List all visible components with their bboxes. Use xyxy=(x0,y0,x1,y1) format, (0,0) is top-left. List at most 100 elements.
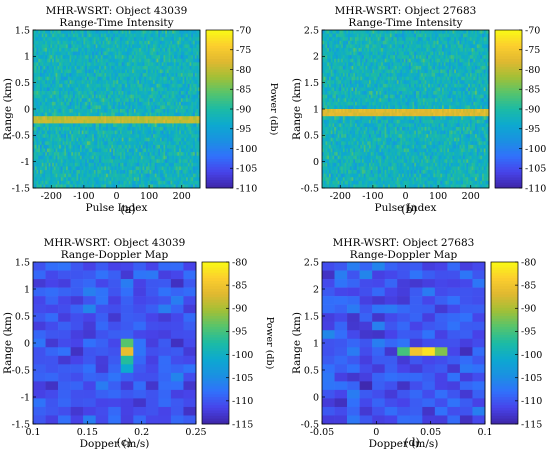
heatmap-cell xyxy=(328,109,332,113)
heatmap-cell xyxy=(121,126,124,131)
heatmap-cell xyxy=(151,33,154,38)
heatmap-cell xyxy=(60,144,63,149)
heatmap-cell xyxy=(328,91,332,96)
heatmap-cell xyxy=(135,126,138,131)
colorbar-segment xyxy=(206,98,233,102)
heatmap-cell xyxy=(173,159,177,164)
heatmap-cell xyxy=(180,162,183,167)
heatmap-cell xyxy=(161,173,164,178)
heatmap-cell xyxy=(196,152,199,157)
heatmap-cell xyxy=(332,144,335,149)
heatmap-cell xyxy=(128,62,131,67)
heatmap-cell xyxy=(196,123,199,128)
heatmap-cell xyxy=(107,44,110,49)
heatmap-cell xyxy=(34,55,37,60)
heatmap-cell xyxy=(41,51,44,56)
heatmap-cell xyxy=(344,98,347,103)
heatmap-cell xyxy=(36,65,39,70)
heatmap-cell xyxy=(71,109,74,113)
heatmap-cell xyxy=(330,73,333,78)
heatmap-cell xyxy=(41,87,44,92)
heatmap-cell xyxy=(48,130,51,135)
heatmap-cell xyxy=(85,144,88,149)
heatmap-cell xyxy=(135,148,138,153)
x-axis-label: Pulse Index xyxy=(86,202,148,214)
heatmap-cell xyxy=(50,148,53,153)
heatmap-cell xyxy=(90,101,93,106)
heatmap-cell xyxy=(180,137,183,142)
heatmap-cell xyxy=(86,109,90,113)
heatmap-cell xyxy=(330,65,333,70)
heatmap-cell xyxy=(158,123,161,128)
heatmap-cell xyxy=(66,119,69,124)
heatmap-cell xyxy=(193,105,196,110)
heatmap-cell xyxy=(88,130,91,135)
heatmap-cell xyxy=(182,126,185,131)
heatmap-cell xyxy=(59,37,62,42)
heatmap-cell xyxy=(346,134,349,139)
heatmap-cell xyxy=(180,123,183,128)
heatmap-cell xyxy=(50,155,53,160)
heatmap-cell xyxy=(168,116,171,121)
heatmap-cell xyxy=(149,119,152,124)
heatmap-cell xyxy=(158,137,161,142)
heatmap-cell xyxy=(119,137,123,142)
heatmap-cell xyxy=(79,159,83,164)
heatmap-cell xyxy=(69,30,72,34)
heatmap-cell xyxy=(330,159,333,164)
heatmap-cell xyxy=(93,69,97,74)
heatmap-cell xyxy=(198,80,201,85)
heatmap-cell xyxy=(149,112,152,117)
heatmap-cell xyxy=(90,112,93,117)
heatmap-cell xyxy=(135,94,138,99)
heatmap-cell xyxy=(170,83,173,88)
heatmap-cell xyxy=(163,116,166,121)
heatmap-cell xyxy=(186,162,189,167)
heatmap-cell xyxy=(36,166,39,171)
heatmap-cell xyxy=(151,65,154,70)
heatmap-cell xyxy=(335,162,339,167)
heatmap-cell xyxy=(186,58,189,63)
heatmap-cell xyxy=(85,51,88,56)
heatmap-cell xyxy=(111,166,114,171)
heatmap-cell xyxy=(173,73,177,78)
heatmap-cell xyxy=(198,148,201,153)
heatmap-cell xyxy=(55,98,58,103)
heatmap-cell xyxy=(173,105,177,110)
heatmap-cell xyxy=(92,152,95,157)
heatmap-cell xyxy=(88,123,91,128)
heatmap-cell xyxy=(81,134,84,139)
heatmap-cell xyxy=(128,130,131,135)
heatmap-cell xyxy=(172,141,175,146)
heatmap-cell xyxy=(48,65,51,70)
heatmap-cell xyxy=(328,134,332,139)
heatmap-cell xyxy=(39,126,43,131)
heatmap-cell xyxy=(194,51,197,56)
heatmap-cell xyxy=(187,180,190,185)
heatmap-cell xyxy=(92,47,95,52)
heatmap-cell xyxy=(119,109,123,113)
heatmap-cell xyxy=(335,155,339,160)
heatmap-cell xyxy=(111,30,114,34)
heatmap-cell xyxy=(93,65,97,70)
heatmap-cell xyxy=(64,37,67,42)
heatmap-cell xyxy=(151,109,154,113)
heatmap-cell xyxy=(165,177,168,182)
heatmap-cell xyxy=(328,159,332,164)
heatmap-cell xyxy=(95,105,98,110)
heatmap-cell xyxy=(104,62,107,67)
heatmap-cell xyxy=(88,177,91,182)
heatmap-cell xyxy=(335,134,339,139)
heatmap-cell xyxy=(156,162,159,167)
heatmap-cell xyxy=(46,137,50,142)
heatmap-cell xyxy=(139,51,142,56)
heatmap-cell xyxy=(78,47,81,52)
heatmap-cell xyxy=(163,130,166,135)
heatmap-cell xyxy=(179,69,182,74)
heatmap-cell xyxy=(38,47,41,52)
heatmap-cell xyxy=(180,173,183,178)
heatmap-cell xyxy=(33,123,36,128)
heatmap-cell xyxy=(186,37,189,42)
heatmap-cell xyxy=(109,40,112,45)
heatmap-cell xyxy=(95,112,98,117)
